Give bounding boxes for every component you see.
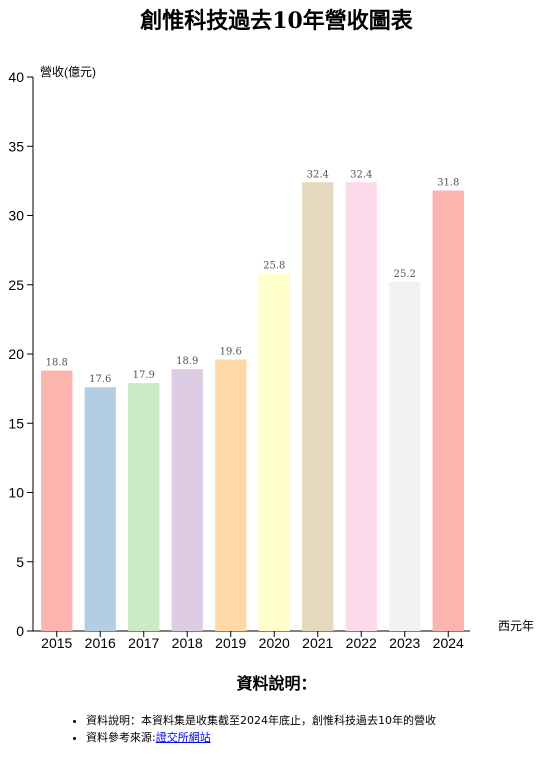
y-axis-label: 營收(億元)	[40, 65, 96, 79]
y-tick-label-15: 15	[8, 415, 24, 431]
y-tick-label-0: 0	[16, 623, 24, 639]
y-tick-label-30: 30	[8, 208, 24, 224]
data-label-2018: 18.9	[176, 356, 198, 367]
notes-source-label: 資料參考來源:	[86, 731, 156, 744]
notes-description-text: 資料說明：本資料集是收集截至2024年底止，創惟科技過去10年的營收	[86, 714, 436, 727]
data-labels: 18.8 17.6 17.9 18.9 19.6 25.8 32.4 32.4 25.2 31.8	[46, 169, 460, 385]
x-tick-label-2022: 2022	[346, 635, 377, 651]
bar-2016	[84, 387, 116, 631]
data-label-2019: 19.6	[220, 347, 242, 358]
bar-2020	[258, 273, 290, 631]
y-tick-label-20: 20	[8, 346, 24, 362]
x-axis-label: 西元年	[498, 619, 534, 633]
y-axis: 0 5 10 15 20 25 30 35 40	[8, 69, 34, 639]
data-label-2016: 17.6	[89, 374, 111, 385]
data-label-2017: 17.9	[133, 370, 155, 381]
bar-2018	[171, 369, 203, 631]
data-label-2015: 18.8	[46, 358, 68, 369]
x-tick-label-2018: 2018	[172, 635, 203, 651]
bar-2015	[41, 370, 73, 631]
bar-2019	[215, 359, 247, 631]
revenue-bar-chart: 0 5 10 15 20 25 30 35 40 2015 2016 2017 2018 2019 202…	[8, 65, 534, 651]
data-label-2021: 32.4	[307, 169, 329, 180]
x-tick-label-2024: 2024	[433, 635, 464, 651]
x-tick-label-2019: 2019	[215, 635, 246, 651]
bar-2021	[302, 182, 334, 631]
bar-2017	[128, 383, 160, 631]
x-tick-label-2015: 2015	[41, 635, 72, 651]
bar-2023	[389, 281, 421, 631]
y-tick-label-5: 5	[16, 554, 24, 570]
y-tick-label-25: 25	[8, 277, 24, 293]
bar-2022	[345, 182, 377, 631]
data-label-2023: 25.2	[394, 269, 416, 280]
notes-item-source: 資料參考來源:證交所網站	[86, 729, 436, 746]
data-label-2022: 32.4	[350, 169, 372, 180]
x-tick-label-2020: 2020	[259, 635, 290, 651]
data-label-2020: 25.8	[263, 261, 285, 272]
x-tick-label-2017: 2017	[128, 635, 159, 651]
x-tick-label-2016: 2016	[85, 635, 116, 651]
x-axis: 2015 2016 2017 2018 2019 2020 2021 2022 2023 2024	[33, 630, 470, 651]
source-link[interactable]: 證交所網站	[155, 731, 211, 744]
x-tick-label-2023: 2023	[389, 635, 420, 651]
notes-list: 資料說明：本資料集是收集截至2024年底止，創惟科技過去10年的營收 資料參考來…	[38, 712, 436, 746]
y-tick-label-40: 40	[8, 69, 24, 85]
notes-item-description: 資料說明：本資料集是收集截至2024年底止，創惟科技過去10年的營收	[86, 712, 436, 729]
data-label-2024: 31.8	[437, 178, 459, 189]
bar-series	[41, 182, 464, 631]
chart-title: 創惟科技過去10年營收圖表	[140, 8, 413, 34]
bar-2024	[432, 190, 464, 631]
notes-heading: 資料說明：	[236, 674, 317, 693]
y-tick-label-10: 10	[8, 485, 24, 501]
x-tick-label-2021: 2021	[302, 635, 333, 651]
y-tick-label-35: 35	[8, 138, 24, 154]
